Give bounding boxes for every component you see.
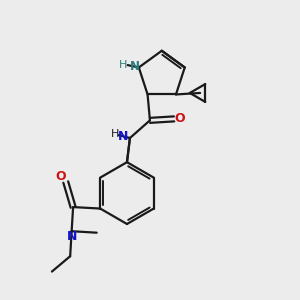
Text: H: H	[110, 130, 119, 140]
Text: O: O	[55, 170, 66, 183]
Text: O: O	[175, 112, 185, 125]
Text: N: N	[129, 60, 140, 74]
Text: H: H	[119, 59, 128, 70]
Text: N: N	[118, 130, 128, 143]
Text: N: N	[67, 230, 77, 243]
